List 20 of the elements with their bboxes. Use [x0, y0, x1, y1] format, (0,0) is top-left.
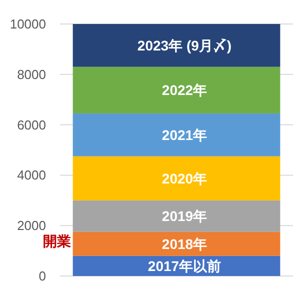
- bar: [72, 113, 280, 156]
- bar: [72, 200, 280, 232]
- bar: [72, 24, 280, 67]
- series-label: 2021年: [162, 126, 208, 143]
- series-label: 2017年以前: [148, 258, 222, 274]
- y-tick-label: 4000: [17, 168, 46, 183]
- text: 開業: [42, 233, 71, 249]
- series-label: 2019年: [162, 208, 208, 224]
- series-label: 2023年 (9月〆): [137, 37, 232, 54]
- y-tick-label: 2000: [17, 218, 46, 234]
- series-label: 2018年: [162, 236, 208, 252]
- series-label: 2020年: [162, 170, 208, 186]
- series-label: 2022年: [162, 82, 208, 98]
- bar: [72, 156, 280, 200]
- y-tick-label: 0: [38, 268, 46, 284]
- y-tick-label: 10000: [10, 16, 46, 32]
- y-tick-label: 8000: [17, 66, 46, 82]
- bar: [72, 232, 280, 256]
- y-tick-label: 6000: [17, 117, 46, 132]
- bar: [72, 66, 280, 114]
